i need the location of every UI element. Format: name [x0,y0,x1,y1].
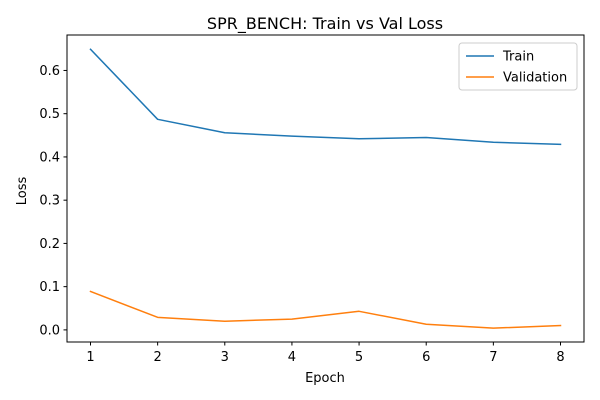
x-tick-label: 7 [489,350,497,365]
x-tick-label: 2 [154,350,162,365]
y-tick-label: 0.2 [39,237,60,252]
data-point-validation [425,324,427,326]
data-point-train [224,132,226,134]
x-axis-label: Epoch [305,371,345,386]
data-point-train [425,137,427,139]
data-point-train [358,138,360,140]
data-point-validation [291,318,293,320]
data-point-validation [90,291,92,293]
series-line-train [89,48,562,146]
y-tick-label: 0.5 [39,107,60,122]
data-point-train [90,49,92,51]
data-point-train [157,119,159,121]
legend-label-validation: Validation [503,71,567,86]
data-point-train [493,141,495,143]
data-point-validation [157,317,159,319]
data-point-validation [224,320,226,322]
series-layer [89,48,562,329]
data-point-validation [493,327,495,329]
data-point-train [560,144,562,146]
y-axis-label: Loss [15,177,30,206]
series-line-validation [89,290,562,329]
data-point-validation [560,325,562,327]
y-tick-label: 0.6 [39,64,60,79]
x-tick-label: 4 [288,350,296,365]
axes-frame [66,34,585,343]
legend: Train Validation [458,42,578,91]
x-tick-label: 5 [355,350,363,365]
x-tick-label: 8 [556,350,564,365]
x-tick-label: 6 [422,350,430,365]
legend-box [458,42,578,91]
y-tick-label: 0.1 [39,280,60,295]
legend-label-train: Train [502,50,534,65]
x-tick-label: 1 [86,350,94,365]
y-tick-label: 0.4 [39,150,60,165]
y-tick-label: 0.0 [39,323,60,338]
data-point-validation [358,311,360,313]
y-tick-label: 0.3 [39,194,60,209]
data-point-train [291,135,293,137]
chart-title: SPR_BENCH: Train vs Val Loss [207,14,443,34]
y-axis-ticks: 0.0 0.1 0.2 0.3 0.4 0.5 0.6 [39,64,67,338]
x-tick-label: 3 [221,350,229,365]
x-axis-ticks: 1 2 3 4 5 6 7 8 [86,342,565,365]
